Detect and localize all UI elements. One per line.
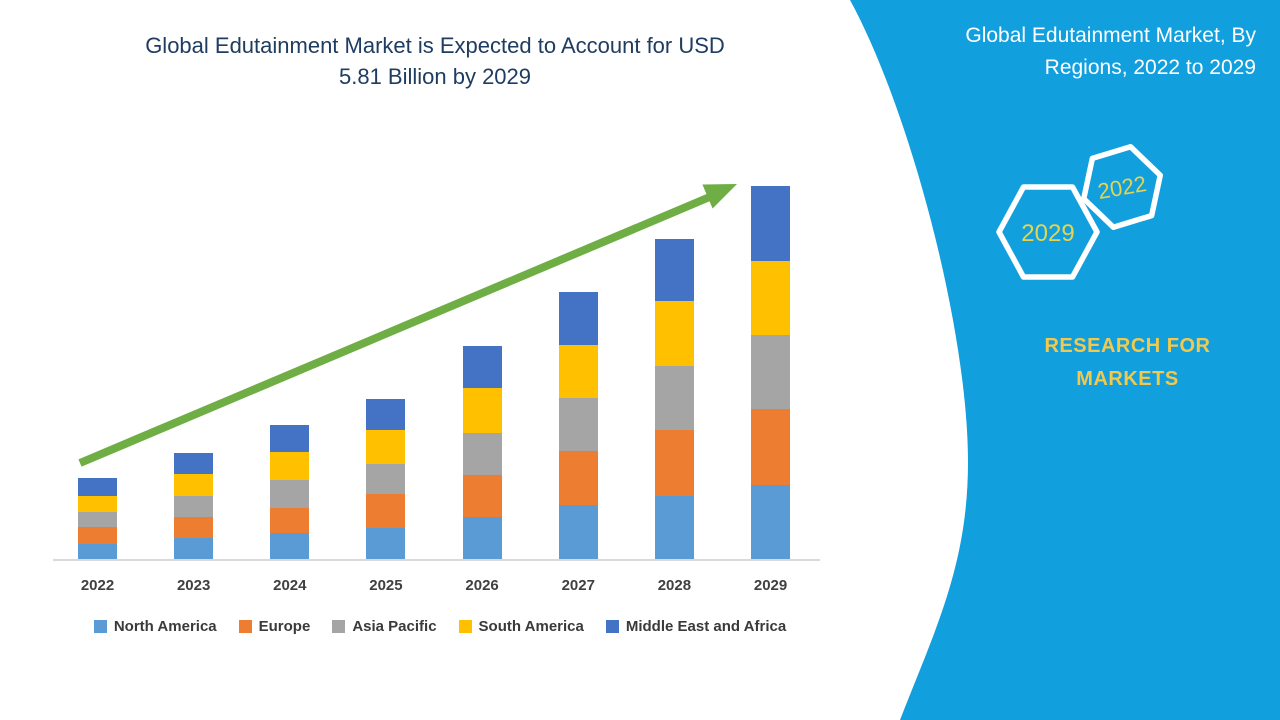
bar-segment-south-america [78, 496, 117, 512]
bar-segment-south-america [270, 452, 310, 480]
legend-label: South America [478, 618, 584, 635]
legend-item-asia-pacific: Asia Pacific [332, 618, 437, 635]
legend-item-europe: Europe [238, 618, 311, 635]
legend-swatch [238, 620, 252, 633]
bar-segment-europe [366, 494, 406, 528]
hexagon-2022: 2022 [1080, 143, 1164, 231]
bar-segment-north-america [270, 533, 310, 560]
hexagon-2029: 2029 [996, 184, 1100, 280]
chart-title-line1: Global Edutainment Market is Expected to… [145, 33, 725, 58]
sidebar-title-line2: Regions, 2022 to 2029 [1044, 56, 1256, 79]
bar-segment-middle-east-and-africa [270, 425, 310, 452]
sidebar-title-line1: Global Edutainment Market, By [965, 24, 1256, 47]
chart-title-line2: 5.81 Billion by 2029 [338, 64, 532, 89]
legend-label: Middle East and Africa [625, 618, 787, 635]
bar-segment-middle-east-and-africa [751, 186, 791, 261]
brand-text-line2: MARKETS [1076, 368, 1179, 390]
legend-label: Europe [258, 618, 311, 635]
bar-segment-europe [751, 409, 791, 485]
bar-segment-middle-east-and-africa [174, 453, 214, 474]
legend-item-middle-east-and-africa: Middle East and Africa [605, 618, 787, 635]
chart-legend: North America Europe Asia Pacific South Ame… [45, 618, 835, 635]
bar-segment-asia-pacific [558, 398, 598, 451]
bar-segment-asia-pacific [366, 464, 406, 494]
x-axis-label-2028: 2028 [657, 577, 692, 594]
x-axis-label-2025: 2025 [369, 577, 403, 594]
bar-segment-middle-east-and-africa [558, 292, 598, 345]
legend-swatch [605, 620, 619, 633]
chart-title: Global Edutainment Market is Expected to… [85, 30, 785, 92]
bar-segment-asia-pacific [78, 512, 117, 527]
bar-segment-asia-pacific [462, 433, 502, 475]
bar-segment-north-america [366, 528, 406, 560]
x-axis-label-2029: 2029 [753, 577, 788, 594]
bar-segment-south-america [174, 474, 214, 496]
hexagon-2029-label: 2029 [1021, 220, 1074, 247]
bar-segment-europe [78, 527, 117, 544]
brand-text: RESEARCH FOR MARKETS [1020, 330, 1235, 396]
bar-segment-north-america [751, 485, 791, 560]
bar-segment-europe [174, 517, 214, 538]
bar-segment-europe [654, 430, 694, 496]
bar-segment-north-america [78, 544, 117, 560]
hexagon-2022-outline [1080, 143, 1164, 231]
hexagon-2029-outline [996, 184, 1100, 280]
bar-segment-europe [462, 475, 502, 517]
bar-segment-asia-pacific [751, 335, 791, 409]
bar-segment-asia-pacific [174, 496, 214, 517]
bar-segment-europe [270, 508, 310, 533]
x-axis-label-2023: 2023 [176, 577, 211, 594]
bar-segment-south-america [558, 345, 598, 398]
bar-segment-south-america [654, 301, 694, 366]
x-axis-label-2024: 2024 [273, 577, 307, 594]
x-axis-line [53, 559, 820, 561]
brand-text-line1: RESEARCH FOR [1044, 335, 1211, 357]
legend-label: Asia Pacific [352, 618, 437, 635]
bar-segment-middle-east-and-africa [654, 239, 694, 301]
hexagon-2022-label: 2022 [1096, 171, 1149, 204]
bar-segment-europe [558, 451, 598, 505]
bar-segment-middle-east-and-africa [78, 478, 117, 496]
bar-segment-middle-east-and-africa [366, 399, 406, 430]
legend-label: North America [113, 618, 217, 635]
x-axis-label-2026: 2026 [465, 577, 499, 594]
legend-item-south-america: South America [458, 618, 584, 635]
legend-swatch [458, 620, 472, 633]
bar-segment-north-america [558, 505, 598, 560]
bar-segment-asia-pacific [654, 366, 694, 430]
bar-segment-asia-pacific [270, 480, 310, 508]
legend-swatch [332, 620, 346, 633]
bar-segment-south-america [751, 261, 791, 335]
chart-plot-area: 2022 2023 2024 2025 2026 2027 2028 2029 [78, 186, 791, 594]
bar-segment-south-america [462, 388, 502, 433]
bar-segment-north-america [462, 517, 502, 560]
x-axis-label-2022: 2022 [80, 577, 115, 594]
legend-swatch [93, 620, 107, 633]
bar-segment-middle-east-and-africa [462, 346, 502, 388]
bar-segment-north-america [174, 538, 214, 560]
bar-segment-south-america [366, 430, 406, 464]
x-axis-label-2027: 2027 [561, 577, 595, 594]
legend-item-north-america: North America [93, 618, 217, 635]
bar-segment-north-america [654, 496, 694, 560]
sidebar-title: Global Edutainment Market, By Regions, 2… [900, 20, 1256, 84]
